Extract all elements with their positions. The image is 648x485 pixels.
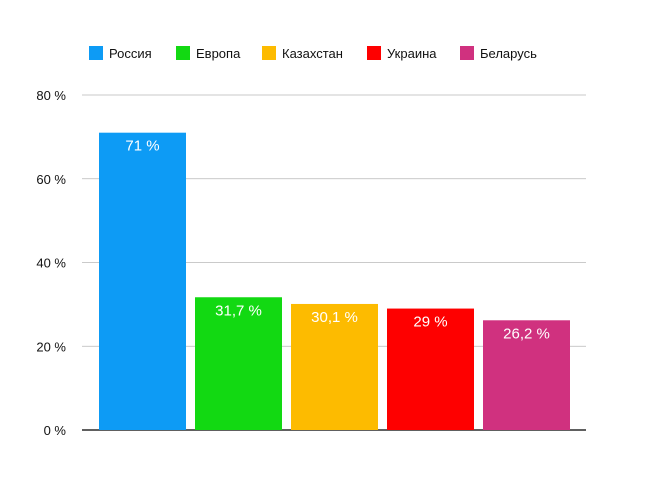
y-tick-label: 20 %	[36, 339, 66, 354]
bar-5	[483, 320, 570, 430]
bar-value-labels: 71 % 31,7 % 30,1 % 29 % 26,2 %	[125, 138, 549, 343]
bar-value-label: 30,1 %	[311, 309, 358, 326]
legend-swatch	[176, 46, 190, 60]
y-tick-label: 40 %	[36, 256, 66, 271]
y-axis-ticks: 0 % 20 % 40 % 60 % 80 %	[36, 88, 66, 438]
legend-label: Россия	[109, 46, 152, 61]
y-tick-label: 0 %	[44, 423, 67, 438]
bar-2	[195, 297, 282, 430]
legend-swatch	[460, 46, 474, 60]
legend-swatch	[262, 46, 276, 60]
bar-value-label: 31,7 %	[215, 302, 262, 319]
legend-label: Беларусь	[480, 46, 537, 61]
bar-1	[99, 132, 186, 430]
y-tick-label: 80 %	[36, 88, 66, 103]
bar-4	[387, 308, 474, 430]
legend-label: Украина	[387, 46, 437, 61]
legend: Россия Европа Казахстан Украина Беларусь	[89, 46, 537, 61]
bar-3	[291, 303, 378, 430]
legend-label: Казахстан	[282, 46, 343, 61]
bar-value-label: 26,2 %	[503, 325, 550, 342]
y-tick-label: 60 %	[36, 172, 66, 187]
legend-swatch	[367, 46, 381, 60]
legend-label: Европа	[196, 46, 241, 61]
bars	[99, 132, 570, 430]
bar-value-label: 29 %	[413, 314, 447, 331]
bar-value-label: 71 %	[125, 138, 159, 155]
legend-swatch	[89, 46, 103, 60]
